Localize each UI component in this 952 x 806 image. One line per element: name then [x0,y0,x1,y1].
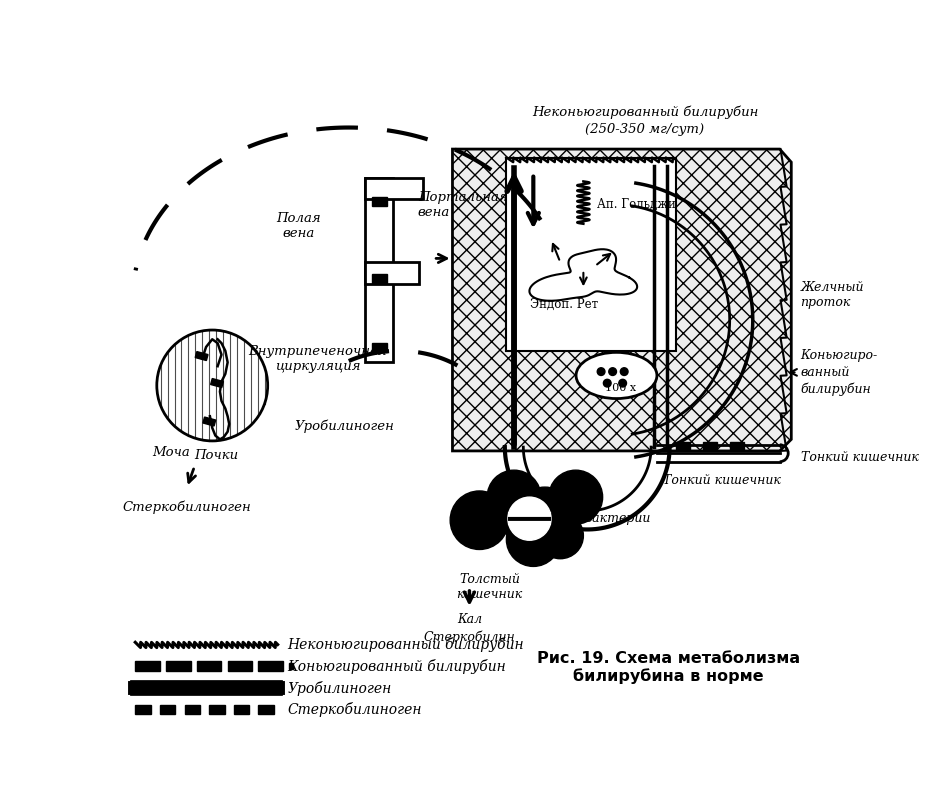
Circle shape [157,330,268,441]
Circle shape [508,497,551,540]
Text: Неконьюгированный билирубин
(250-350 мг/сут): Неконьюгированный билирубин (250-350 мг/… [532,106,758,136]
Bar [676,442,689,450]
Circle shape [537,513,584,559]
Circle shape [597,368,605,376]
Bar [289,663,293,669]
Text: Стеркобилин: Стеркобилин [424,630,515,644]
Circle shape [621,368,628,376]
Text: Толстый
кишечник: Толстый кишечник [456,572,523,600]
Bar [703,442,717,450]
Bar [371,343,387,352]
Text: Уробилиноген: Уробилиноген [288,680,392,696]
Bar [166,661,190,671]
Text: билирубина в норме: билирубина в норме [573,668,764,683]
Bar [228,661,252,671]
Bar [197,661,222,671]
Text: Стеркобилиноген: Стеркобилиноген [288,702,422,717]
Text: Уробилиноген: Уробилиноген [295,420,395,433]
Polygon shape [506,158,676,351]
Text: Портальная
вена: Портальная вена [418,190,507,218]
Circle shape [506,513,561,567]
Text: Тонкий кишечник: Тонкий кишечник [663,474,781,487]
Text: 100 х: 100 х [605,383,636,393]
Bar [135,705,150,714]
Bar [210,379,224,388]
Circle shape [604,380,611,387]
Bar [195,351,208,360]
Text: Ап. Гольджи: Ап. Гольджи [597,198,676,211]
Text: Эндоп. Рет: Эндоп. Рет [530,298,598,311]
Polygon shape [452,149,791,451]
Circle shape [450,491,508,550]
Polygon shape [529,249,637,301]
Bar [135,661,160,671]
Bar [729,442,744,450]
Text: Неконьюгированный билирубин: Неконьюгированный билирубин [288,638,525,653]
Bar [203,417,216,426]
Text: Почки: Почки [194,449,238,462]
Text: Моча: Моча [152,446,190,459]
Bar [371,197,387,206]
Bar [185,705,200,714]
Text: Кал: Кал [457,613,482,625]
Circle shape [502,491,557,546]
Text: Тонкий кишечник: Тонкий кишечник [801,451,919,463]
Circle shape [548,470,603,524]
Bar [160,705,175,714]
Text: Рис. 19. Схема метаболизма: Рис. 19. Схема метаболизма [537,651,800,666]
Text: Внутрипеченочная
циркуляция: Внутрипеченочная циркуляция [248,344,387,372]
Bar [209,705,225,714]
Bar [366,262,420,284]
Ellipse shape [576,352,657,398]
Text: Желчный
проток: Желчный проток [801,281,864,310]
Text: Стеркобилиноген: Стеркобилиноген [123,501,251,514]
Circle shape [516,487,574,546]
Bar [258,661,283,671]
Circle shape [487,470,541,524]
Bar [371,274,387,283]
Text: Бактерии: Бактерии [584,512,651,526]
Text: Полая
вена: Полая вена [276,212,321,240]
Bar [258,705,274,714]
Bar [366,177,424,199]
Text: Коньюгированный билирубин: Коньюгированный билирубин [288,659,506,674]
Text: Коньюгиро-
ванный
билирубин: Коньюгиро- ванный билирубин [801,348,878,397]
Bar [366,177,393,363]
Circle shape [619,380,626,387]
Bar [234,705,249,714]
Circle shape [608,368,617,376]
